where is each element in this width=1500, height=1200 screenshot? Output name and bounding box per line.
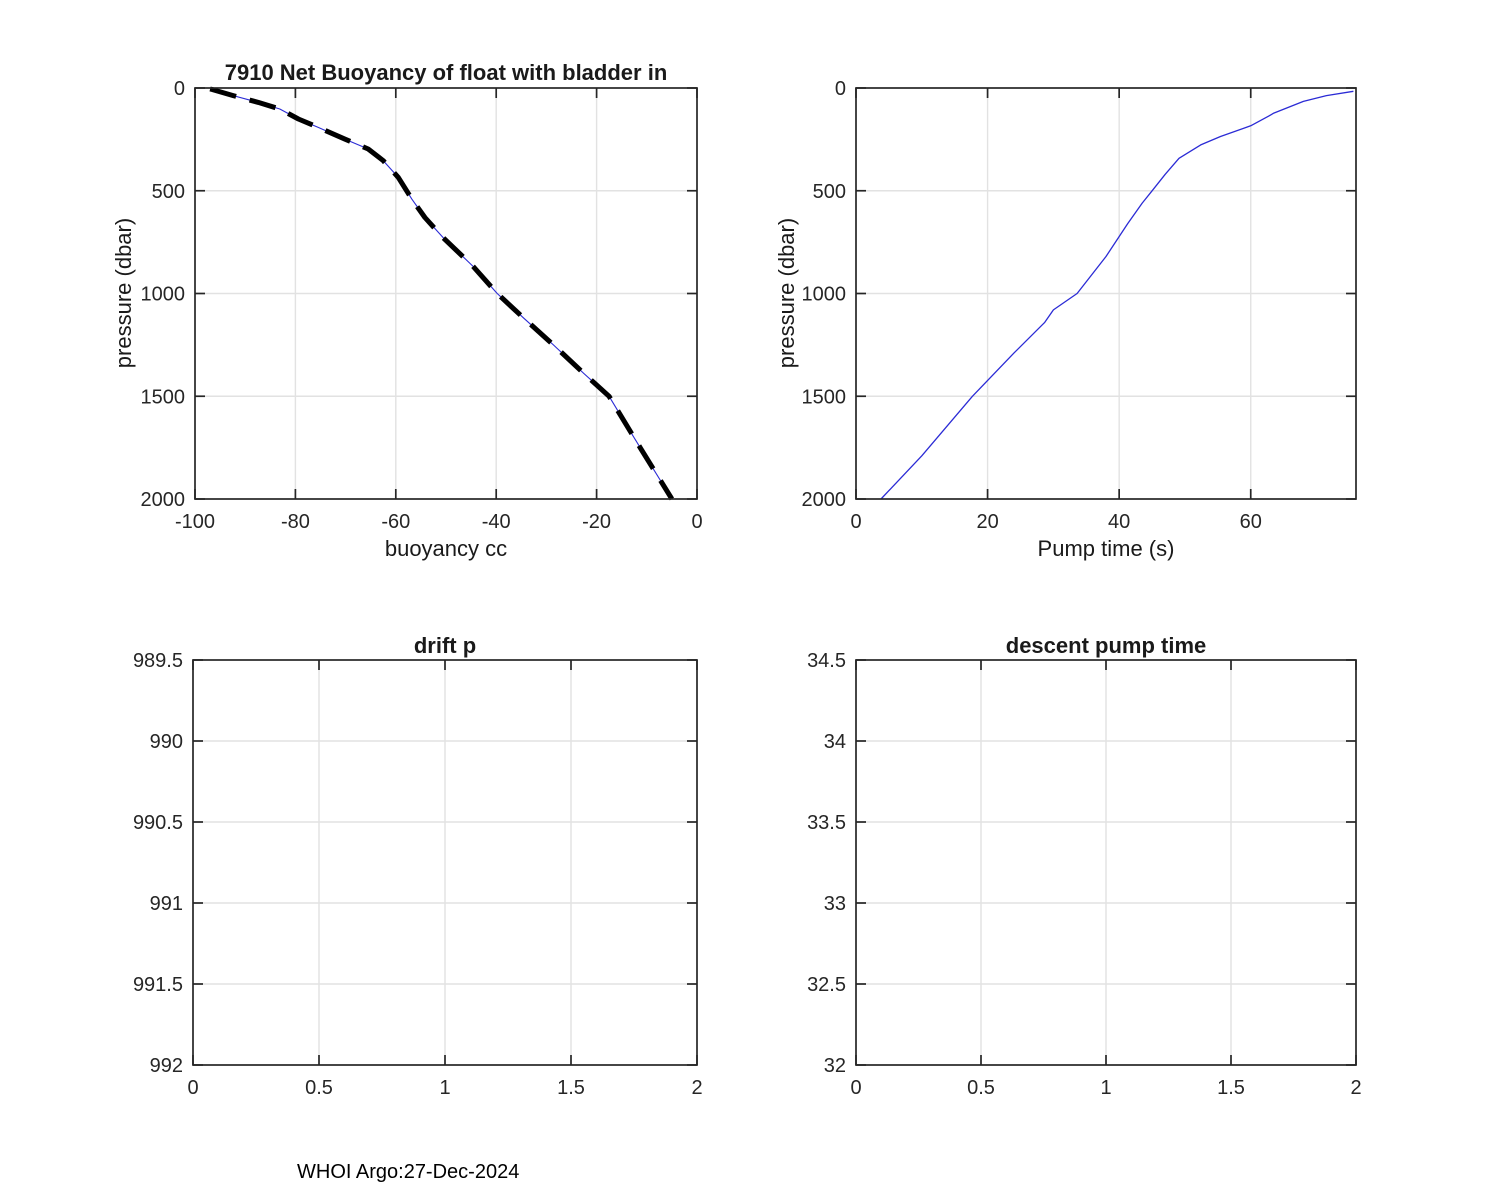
x-tick-label: 0 <box>850 1077 861 1099</box>
y-tick-label: 1500 <box>141 386 186 408</box>
x-tick-label: 2 <box>1350 1077 1361 1099</box>
x-tick-label: -20 <box>582 511 611 533</box>
y-tick-label: 34 <box>824 731 846 753</box>
y-tick-label: 33 <box>824 893 846 915</box>
y-tick-label: 500 <box>152 181 185 203</box>
x-tick-label: 1 <box>439 1077 450 1099</box>
plot3-title: drift p <box>413 633 477 658</box>
y-tick-label: 989.5 <box>133 650 183 672</box>
y-tick-label: 0 <box>174 78 185 100</box>
y-tick-label: 34.5 <box>807 650 846 672</box>
y-tick-label: 1500 <box>802 386 847 408</box>
y-tick-label: 32 <box>824 1055 846 1077</box>
x-tick-label: -60 <box>381 511 410 533</box>
x-tick-label: 0.5 <box>967 1077 995 1099</box>
plot1-xlabel: buoyancy cc <box>384 536 508 561</box>
x-tick-label: 0.5 <box>305 1077 333 1099</box>
y-tick-label: 1000 <box>141 284 186 306</box>
x-tick-label: 1 <box>1100 1077 1111 1099</box>
y-tick-label: 990.5 <box>133 812 183 834</box>
plot1-ylabel: pressure (dbar) <box>111 217 136 369</box>
plot2-xlabel: Pump time (s) <box>1037 536 1175 561</box>
y-tick-label: 992 <box>150 1055 183 1077</box>
plot1-title: 7910 Net Buoyancy of float with bladder … <box>224 60 668 85</box>
x-tick-label: 1.5 <box>1217 1077 1245 1099</box>
x-tick-label: 2 <box>691 1077 702 1099</box>
y-tick-label: 990 <box>150 731 183 753</box>
y-tick-label: 1000 <box>802 284 847 306</box>
footer-text: WHOI Argo:27-Dec-2024 <box>297 1161 520 1183</box>
y-tick-label: 500 <box>813 181 846 203</box>
plot2-ylabel: pressure (dbar) <box>774 217 799 369</box>
y-tick-label: 991 <box>150 893 183 915</box>
y-tick-label: 2000 <box>802 489 847 511</box>
y-tick-label: 2000 <box>141 489 186 511</box>
x-tick-label: 0 <box>187 1077 198 1099</box>
x-tick-label: -80 <box>281 511 310 533</box>
x-tick-label: 20 <box>976 511 998 533</box>
y-tick-label: 33.5 <box>807 812 846 834</box>
x-tick-label: 0 <box>691 511 702 533</box>
y-tick-label: 32.5 <box>807 974 846 996</box>
series-line-dashed <box>209 86 675 501</box>
x-tick-label: 60 <box>1240 511 1262 533</box>
plot4-title: descent pump time <box>1005 633 1207 658</box>
x-tick-label: -100 <box>175 511 215 533</box>
x-tick-label: 40 <box>1108 511 1130 533</box>
series-line-solid <box>880 90 1354 500</box>
y-tick-label: 0 <box>835 78 846 100</box>
x-tick-label: 0 <box>850 511 861 533</box>
x-tick-label: 1.5 <box>557 1077 585 1099</box>
x-tick-label: -40 <box>482 511 511 533</box>
y-tick-label: 991.5 <box>133 974 183 996</box>
